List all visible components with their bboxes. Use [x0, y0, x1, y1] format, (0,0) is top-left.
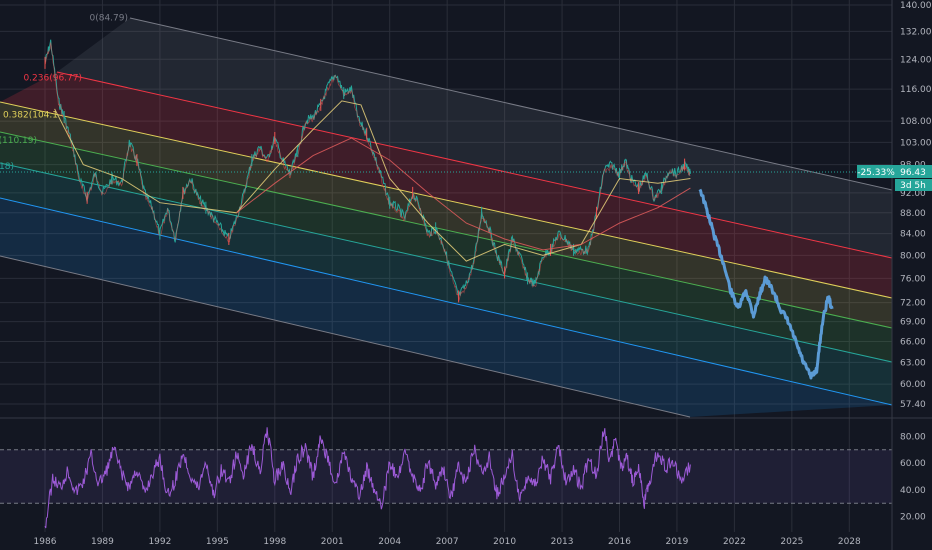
y-tick-label: 72.00: [900, 299, 926, 309]
channel-band: [57, 18, 892, 258]
channel-level-line: [0, 101, 893, 299]
y-tick-label: 116.00: [900, 85, 932, 95]
x-tick-label: 2013: [551, 537, 574, 547]
channel-band: [0, 163, 892, 405]
countdown-badge: [895, 179, 932, 191]
price-badges: -25.33% 96.43 3d 5h: [0, 165, 932, 191]
channel-level-line: [129, 17, 893, 191]
price-series: [44, 39, 834, 380]
y-tick-label: 80.00: [900, 251, 926, 261]
y-tick-label: 108.00: [900, 117, 932, 127]
x-tick-label: 2016: [608, 537, 631, 547]
channel-band: [0, 198, 892, 417]
x-tick-label: 1992: [148, 537, 171, 547]
rsi-tick-label: 40.00: [900, 486, 926, 496]
price-badge-label: 96.43: [900, 168, 926, 178]
y-tick-label: 88.00: [900, 209, 926, 219]
rsi-line: [44, 427, 691, 529]
x-tick-label: 2019: [665, 537, 688, 547]
channel-level-line: [0, 255, 691, 418]
channel-level-label: 0.382(104.1: [3, 111, 58, 121]
y-tick-label: 69.00: [900, 318, 926, 328]
price-line-down-candles: [44, 42, 691, 302]
y-tick-label: 140.00: [900, 1, 932, 11]
price-badge: [895, 165, 932, 178]
y-tick-label: 132.00: [900, 27, 932, 37]
rsi-band: [0, 449, 892, 504]
x-tick-label: 2001: [321, 537, 344, 547]
y-tick-label: 84.00: [900, 230, 926, 240]
y-tick-label: 60.00: [900, 380, 926, 390]
rsi-tick-label: 80.00: [900, 432, 926, 442]
x-tick-label: 2007: [436, 537, 459, 547]
channel-level-line: [56, 71, 893, 259]
y-tick-label: 63.00: [900, 358, 926, 368]
channel-level-line: [0, 197, 893, 406]
projection-line: [698, 188, 834, 380]
x-tick-label: 2022: [723, 537, 746, 547]
regression-channel: 0(84.79) 0.236(96.77) 0.382(104.1 5(110.19)…: [0, 14, 893, 418]
x-tick-label: 1986: [34, 537, 57, 547]
x-tick-label: 1989: [91, 537, 114, 547]
y-tick-label: 103.00: [900, 138, 932, 148]
channel-band: [0, 102, 892, 328]
x-tick-label: 2010: [493, 537, 516, 547]
channel-level-label: .18): [0, 162, 14, 172]
y-tick-label: 66.00: [900, 338, 926, 348]
x-tick-label: 2028: [838, 537, 861, 547]
moving-average-slow-line: [236, 137, 691, 251]
rsi-panel: [0, 427, 892, 529]
channel-band: [0, 72, 892, 298]
y-tick-label: 124.00: [900, 55, 932, 65]
x-tick-label: 1998: [263, 537, 286, 547]
x-tick-label: 2025: [780, 537, 803, 547]
rsi-tick-label: 60.00: [900, 459, 926, 469]
change-badge-label: -25.33%: [857, 168, 895, 178]
channel-level-label: 5(110.19): [0, 136, 37, 146]
x-tick-label: 2004: [378, 537, 401, 547]
x-tick-label: 1995: [206, 537, 229, 547]
y-tick-label: 76.00: [900, 274, 926, 284]
channel-band: [0, 132, 892, 362]
channel-level-label: 0.236(96.77): [23, 74, 82, 84]
change-badge: [857, 165, 895, 178]
y-tick-label: 57.40: [900, 400, 926, 410]
countdown-badge-label: 3d 5h: [900, 181, 926, 191]
y-tick-label: 92.00: [900, 189, 926, 199]
rsi-tick-label: 20.00: [900, 513, 926, 523]
channel-level-label: 0(84.79): [89, 14, 128, 24]
